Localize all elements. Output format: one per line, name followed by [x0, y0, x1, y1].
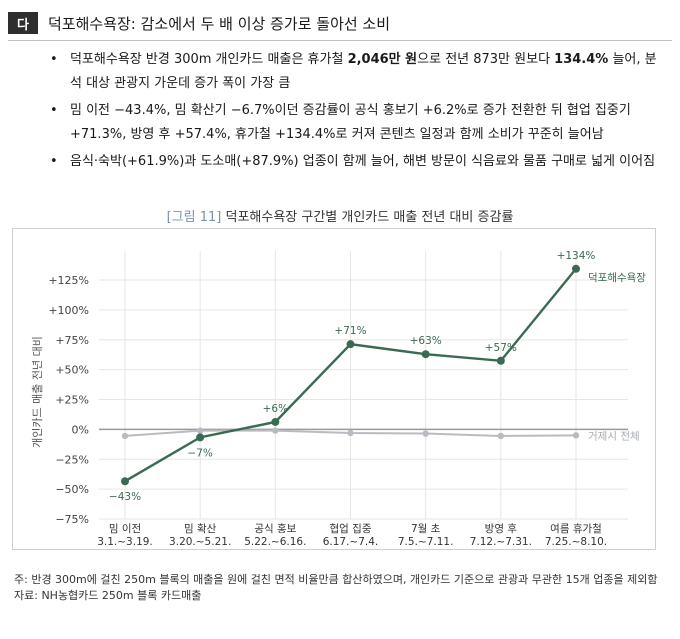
reference-series-point — [347, 429, 354, 437]
x-tick-range: 5.22.~6.16. — [244, 536, 306, 548]
bullet-emphasis: 2,046만 원 — [347, 52, 418, 67]
figure-caption: 덕포해수욕장 구간별 개인카드 매출 전년 대비 증감률 — [225, 210, 514, 225]
bullet-text: 밈 이전 −43.4%, 밈 확산기 −6.7%이던 증감률이 공식 홍보기 +… — [70, 103, 631, 142]
data-label: +71% — [334, 325, 366, 337]
footnote-source: 자료: NH농협카드 250m 블록 카드매출 — [14, 589, 202, 602]
bullet-text: 으로 전년 873만 원보다 — [417, 52, 555, 67]
y-tick-label: −75% — [55, 513, 89, 526]
y-tick-label: −25% — [55, 453, 89, 466]
data-label: −43% — [109, 491, 141, 503]
y-tick-label: −50% — [55, 483, 89, 496]
data-label: +6% — [263, 403, 288, 415]
bullet-dot: • — [50, 52, 58, 67]
figure-number: [그림 11] — [166, 210, 222, 225]
data-label: +57% — [485, 342, 517, 354]
y-tick-label: +75% — [55, 334, 89, 347]
bullet-dot: • — [50, 103, 58, 118]
figure-title: [그림 11] 덕포해수욕장 구간별 개인카드 매출 전년 대비 증감률 — [0, 206, 680, 225]
bullet-text: 음식·숙박(+61.9%)과 도소매(+87.9%) 업종이 함께 늘어, 해변… — [70, 154, 656, 169]
bullet-text: 덕포해수욕장 반경 300m 개인카드 매출은 휴가철 — [70, 52, 348, 67]
main-series-point — [196, 433, 205, 442]
y-axis-title: 개인카드 매출 전년 대비 — [31, 336, 44, 448]
x-tick-label: 공식 홍보 — [254, 522, 296, 535]
main-series-point — [346, 340, 355, 349]
x-tick-range: 7.25.~8.10. — [545, 536, 607, 548]
main-series-point — [572, 264, 580, 273]
main-series-point — [271, 417, 280, 426]
footnote-note: 주: 반경 300m에 걸친 250m 블록의 매출을 원에 걸친 면적 비율만… — [14, 573, 658, 586]
data-label: +134% — [557, 250, 596, 262]
chart-frame: −75% −50% −25% 0% +25% +50% +75% +100% +125% 개인카드… — [12, 228, 656, 550]
bullet-text: 늘어, 분석 대상 관광지 가운데 증가 폭이 가장 큼 — [70, 52, 657, 91]
y-tick-label: +100% — [48, 304, 89, 317]
reference-series-point — [572, 432, 580, 439]
footnote: 주: 반경 300m에 걸친 250m 블록의 매출을 원에 걸친 면적 비율만… — [14, 572, 666, 604]
line-chart: −75% −50% −25% 0% +25% +50% +75% +100% +125% 개인카드… — [31, 250, 646, 548]
x-tick-label: 방영 후 — [485, 523, 518, 535]
main-series-point — [121, 477, 129, 486]
x-tick-range: 3.1.~3.19. — [97, 536, 153, 548]
y-tick-label: +50% — [55, 364, 89, 377]
section-header: 다 덕포해수욕장: 감소에서 두 배 이상 증가로 돌아선 소비 — [8, 8, 672, 38]
bullet-item: • 밈 이전 −43.4%, 밈 확산기 −6.7%이던 증감률이 공식 홍보기 … — [50, 99, 666, 147]
section-divider — [8, 40, 672, 41]
reference-series-point — [121, 432, 129, 440]
x-tick-label: 밈 이전 — [109, 523, 141, 535]
section-badge: 다 — [8, 12, 38, 34]
main-series-point — [421, 350, 430, 359]
x-tick-label: 밈 확산 — [184, 522, 217, 535]
x-tick-label: 여름 휴가철 — [550, 523, 602, 535]
x-tick-range: 3.20.~5.21. — [169, 536, 231, 548]
reference-series-label: 거제시 전체 — [588, 430, 640, 442]
reference-series-point — [272, 427, 279, 434]
main-series-label: 덕포해수욕장 — [588, 271, 646, 284]
reference-series-point — [497, 432, 505, 440]
bullet-item: • 음식·숙박(+61.9%)과 도소매(+87.9%) 업종이 함께 늘어, 해… — [50, 150, 666, 174]
section-title: 덕포해수욕장: 감소에서 두 배 이상 증가로 돌아선 소비 — [48, 14, 391, 33]
y-tick-label: +25% — [55, 394, 89, 407]
x-tick-range: 7.12.~7.31. — [470, 536, 532, 548]
bullet-emphasis: 134.4% — [554, 52, 609, 67]
bullet-item: • 덕포해수욕장 반경 300m 개인카드 매출은 휴가철 2,046만 원으로 … — [50, 48, 666, 96]
reference-series-point — [196, 427, 204, 434]
x-tick-range: 7.5.~7.11. — [398, 536, 454, 548]
data-label: −7% — [187, 447, 212, 459]
x-tick-label: 7월 초 — [411, 523, 441, 535]
y-tick-label: 0% — [72, 423, 89, 436]
y-tick-label: +125% — [48, 274, 89, 287]
bullet-dot: • — [50, 154, 58, 169]
main-series-point — [496, 356, 505, 365]
x-tick-label: 협업 집중 — [330, 522, 372, 535]
data-label: +63% — [410, 335, 442, 347]
reference-series-point — [422, 430, 429, 437]
bullet-list: • 덕포해수욕장 반경 300m 개인카드 매출은 휴가철 2,046만 원으로 … — [50, 48, 666, 177]
x-tick-range: 6.17.~7.4. — [323, 536, 379, 548]
